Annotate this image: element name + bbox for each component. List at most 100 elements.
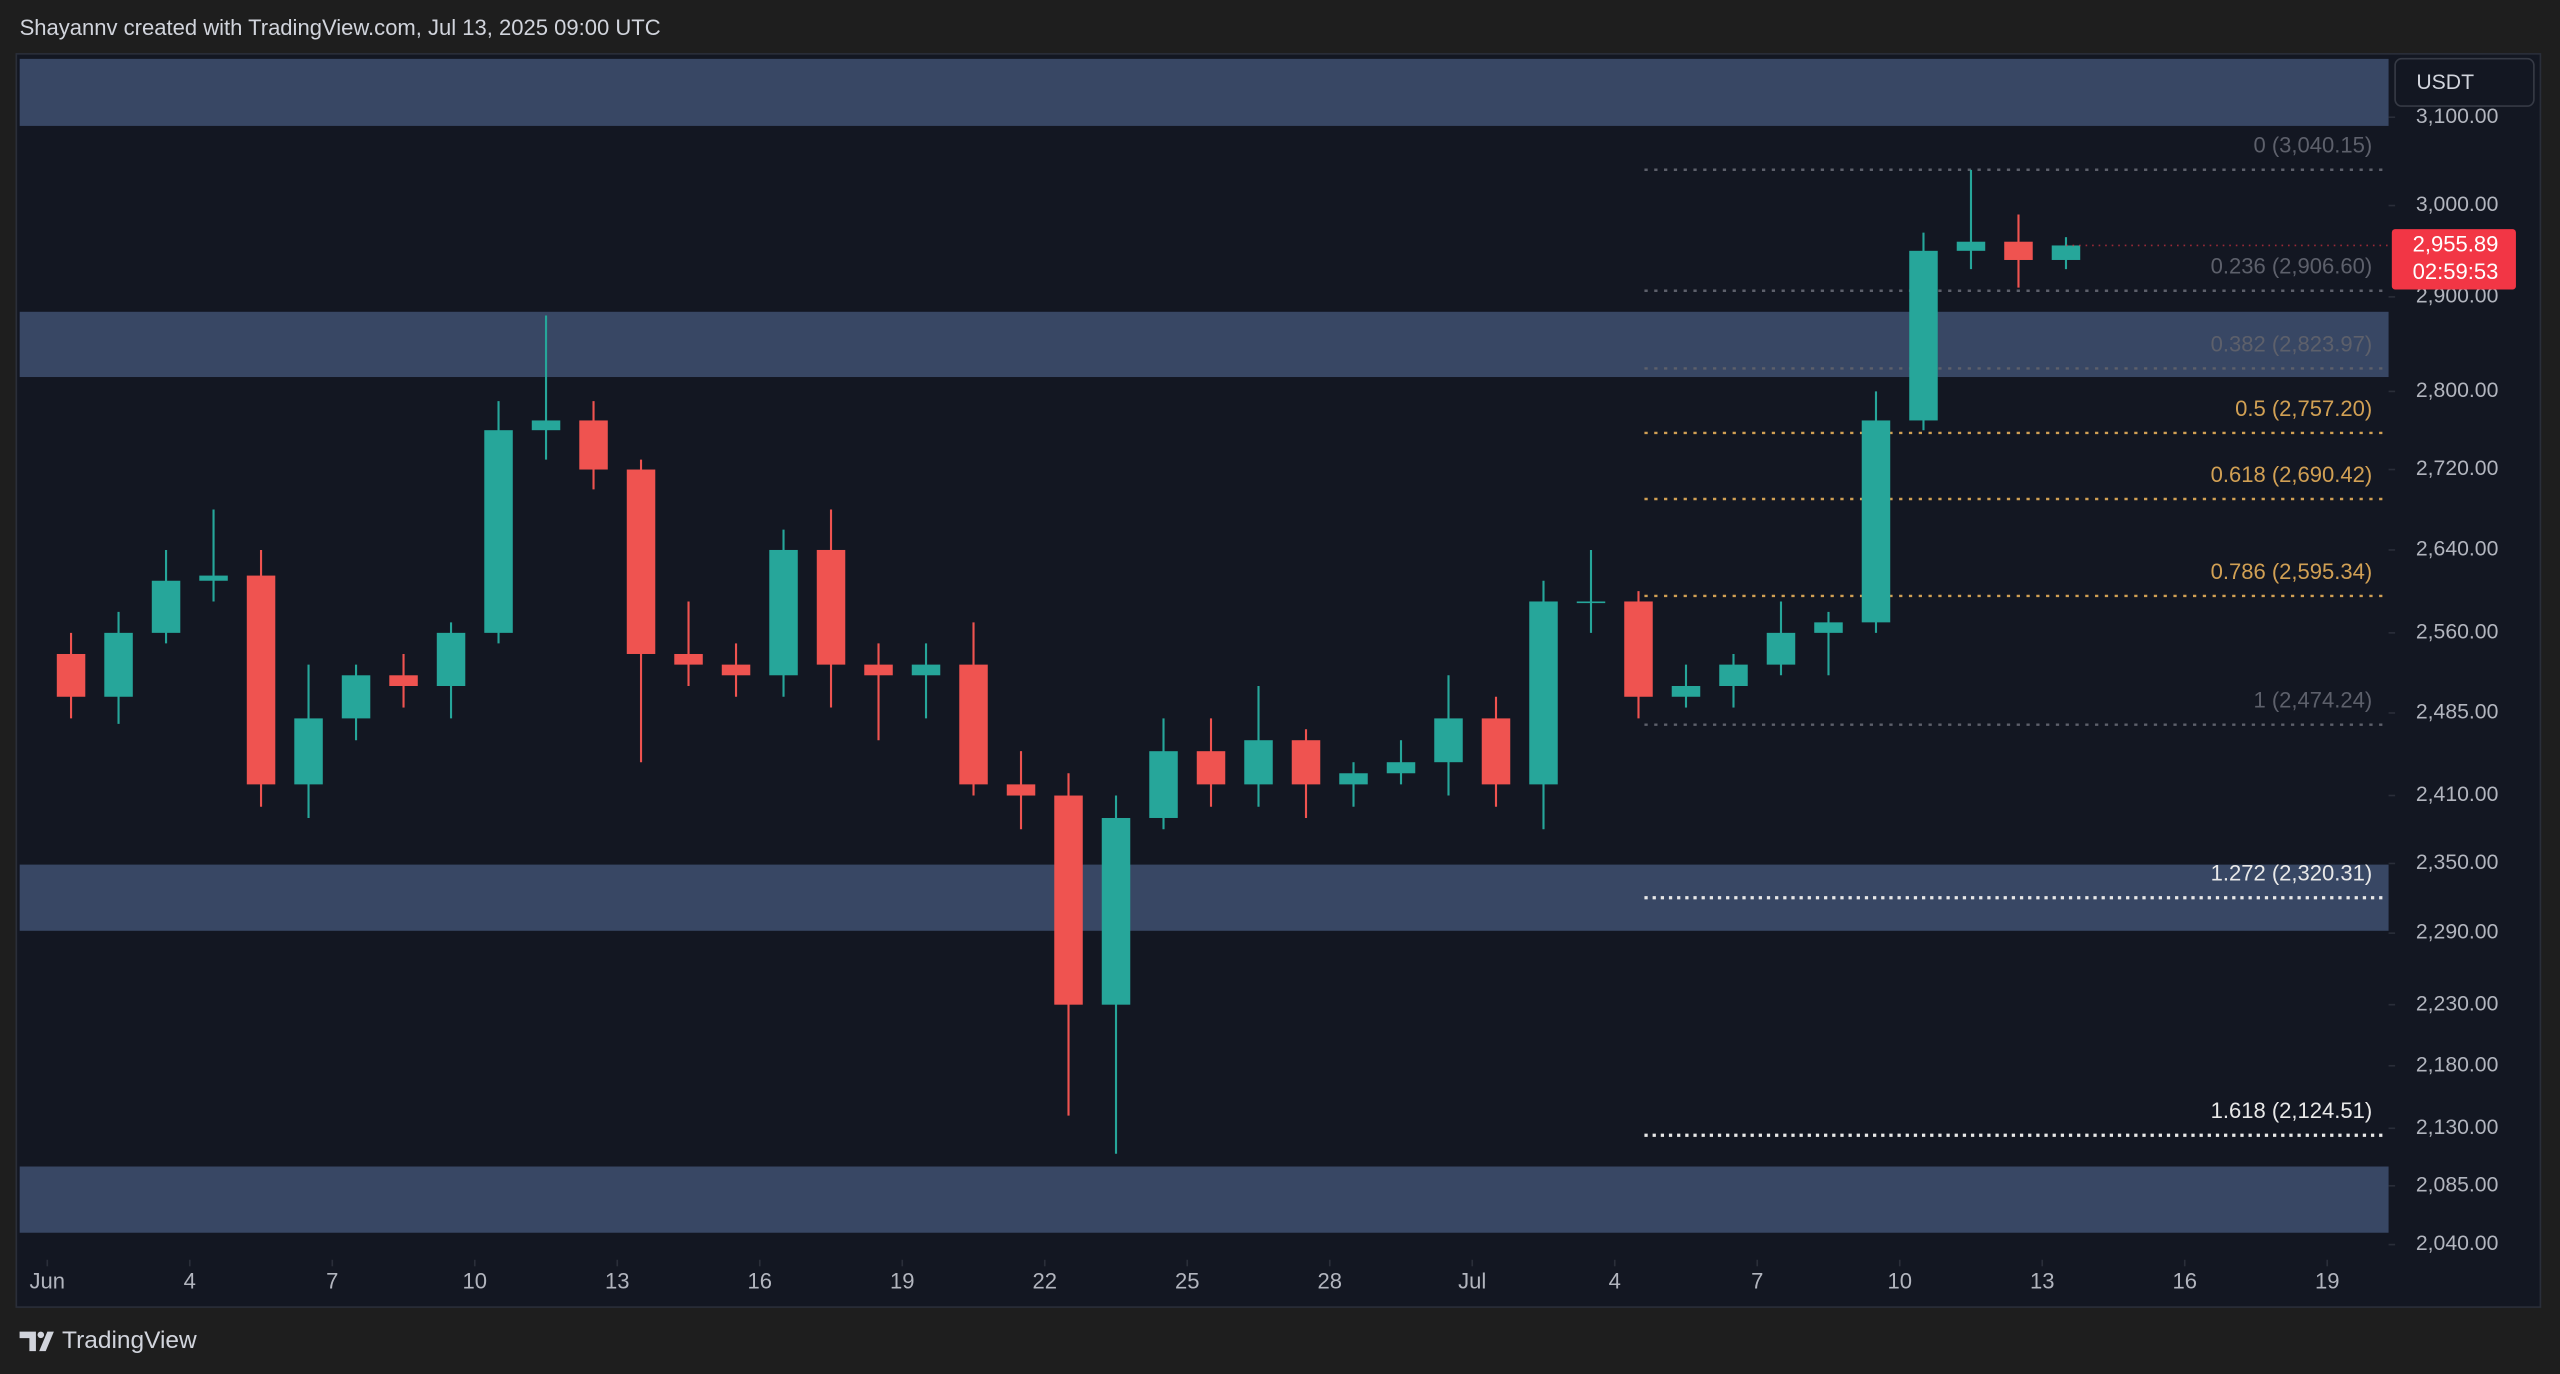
candle-body	[1054, 795, 1083, 1005]
fib-label: 0.786 (2,595.34)	[2211, 559, 2373, 584]
candle-body	[911, 664, 941, 676]
brand-name: TradingView	[62, 1327, 197, 1354]
candle-body	[1291, 740, 1321, 785]
brand-logo	[19, 1331, 54, 1352]
x-tick-label: 16	[748, 1268, 773, 1293]
candle-body	[1101, 817, 1131, 1005]
candle-body	[1386, 762, 1416, 774]
fib-label: 0.618 (2,690.42)	[2211, 462, 2373, 487]
logo-icon	[19, 1331, 54, 1352]
last-price-box	[2391, 229, 2516, 290]
candle-body	[1149, 751, 1178, 818]
candle-body	[341, 675, 371, 719]
candle-body	[1814, 622, 1843, 633]
candle-body	[2051, 245, 2081, 260]
x-tick-label: 19	[890, 1268, 915, 1293]
fib-label: 0.5 (2,757.20)	[2235, 396, 2372, 421]
fib-label: 0.236 (2,906.60)	[2211, 254, 2373, 279]
candle-body	[436, 632, 466, 687]
x-tick-label: Jul	[1458, 1268, 1486, 1293]
y-tick-label: 2,900.00	[2416, 284, 2499, 307]
candle-body	[1529, 601, 1558, 785]
zone	[19, 1166, 2389, 1233]
fib-label: 0.382 (2,823.97)	[2211, 331, 2373, 356]
x-tick-label: 4	[1609, 1268, 1621, 1293]
fib-label: 1 (2,474.24)	[2253, 688, 2372, 713]
y-tick-label: 2,485.00	[2416, 701, 2499, 724]
axes: 3,100.00 3,000.00 2,900.00 2,800.00 2,720.00…	[30, 105, 2516, 1293]
x-tick-label: 7	[1751, 1268, 1763, 1293]
y-tick-label: 2,800.00	[2416, 379, 2499, 402]
x-tick-label: 28	[1318, 1268, 1343, 1293]
x-tick-label: 19	[2315, 1268, 2340, 1293]
candle-body	[721, 664, 751, 676]
header-text: Shayannv created with TradingView.com, J…	[20, 15, 661, 40]
candle-body	[1671, 686, 1701, 697]
candle-body	[246, 575, 276, 785]
currency-label[interactable]: USDT	[2416, 71, 2474, 94]
x-tick-label: 10	[1887, 1268, 1912, 1293]
candle-body	[1244, 740, 1273, 785]
y-tick-label: 2,640.00	[2416, 538, 2499, 561]
zone	[19, 311, 2389, 378]
candle-body	[389, 675, 418, 687]
last-price-label: 2,955.89	[2413, 231, 2499, 256]
candle-body	[1576, 601, 1606, 604]
y-tick-label: 2,130.00	[2416, 1116, 2499, 1139]
plot-area: 0 (3,040.15) 0.236 (2,906.60) 0.382 (2,823…	[19, 58, 2389, 1233]
y-tick-label: 2,180.00	[2416, 1053, 2499, 1076]
y-tick-label: 2,410.00	[2416, 783, 2499, 806]
candle-body	[56, 653, 86, 697]
y-tick-label: 3,000.00	[2416, 193, 2499, 216]
x-tick-label: 16	[2172, 1268, 2197, 1293]
y-tick-label: 2,230.00	[2416, 992, 2499, 1015]
candle-body	[769, 549, 798, 676]
x-tick-label: Jun	[30, 1268, 66, 1293]
x-tick-label: 25	[1175, 1268, 1200, 1293]
candle-body	[1481, 718, 1511, 785]
x-tick-label: 10	[463, 1268, 488, 1293]
currency-button[interactable]	[2394, 57, 2535, 107]
x-tick-label: 22	[1033, 1268, 1058, 1293]
zone	[19, 864, 2389, 931]
x-tick-label: 13	[605, 1268, 630, 1293]
candle-body	[1719, 664, 1748, 687]
fib-label: 1.618 (2,124.51)	[2211, 1098, 2373, 1123]
candle-body	[1861, 420, 1891, 623]
logo-dot	[37, 1331, 45, 1339]
y-tick-label: 2,290.00	[2416, 921, 2499, 944]
y-tick-label: 2,350.00	[2416, 851, 2499, 874]
y-tick-label: 2,040.00	[2416, 1232, 2499, 1255]
fib-label: 0 (3,040.15)	[2253, 133, 2372, 158]
candle-body	[1766, 632, 1796, 665]
candle-body	[151, 580, 181, 633]
x-tick-label: 13	[2030, 1268, 2055, 1293]
fib-label: 1.272 (2,320.31)	[2211, 861, 2373, 886]
y-tick-label: 2,560.00	[2416, 620, 2499, 643]
y-tick-label: 2,085.00	[2416, 1173, 2499, 1196]
candle-body	[1339, 773, 1368, 785]
x-tick-label: 4	[184, 1268, 196, 1293]
candle-body	[104, 632, 133, 697]
candle-body	[626, 469, 656, 654]
candle-body	[674, 653, 703, 665]
y-tick-label: 3,100.00	[2416, 105, 2499, 128]
candle-body	[959, 664, 988, 785]
countdown-label: 02:59:53	[2413, 259, 2499, 284]
candle-body	[1196, 751, 1226, 785]
candle-body	[531, 420, 561, 431]
x-tick-label: 7	[326, 1268, 338, 1293]
candle-body	[579, 420, 608, 470]
candle-body	[294, 718, 323, 785]
candle-body	[1956, 241, 1986, 251]
candle-body	[199, 575, 228, 581]
candle-body	[864, 664, 893, 676]
candle-body	[1006, 784, 1036, 796]
candle-body	[1624, 601, 1653, 697]
zone	[19, 58, 2389, 126]
candle-body	[1434, 718, 1463, 763]
candle-body	[2004, 241, 2033, 260]
candle-body	[1909, 250, 1938, 421]
